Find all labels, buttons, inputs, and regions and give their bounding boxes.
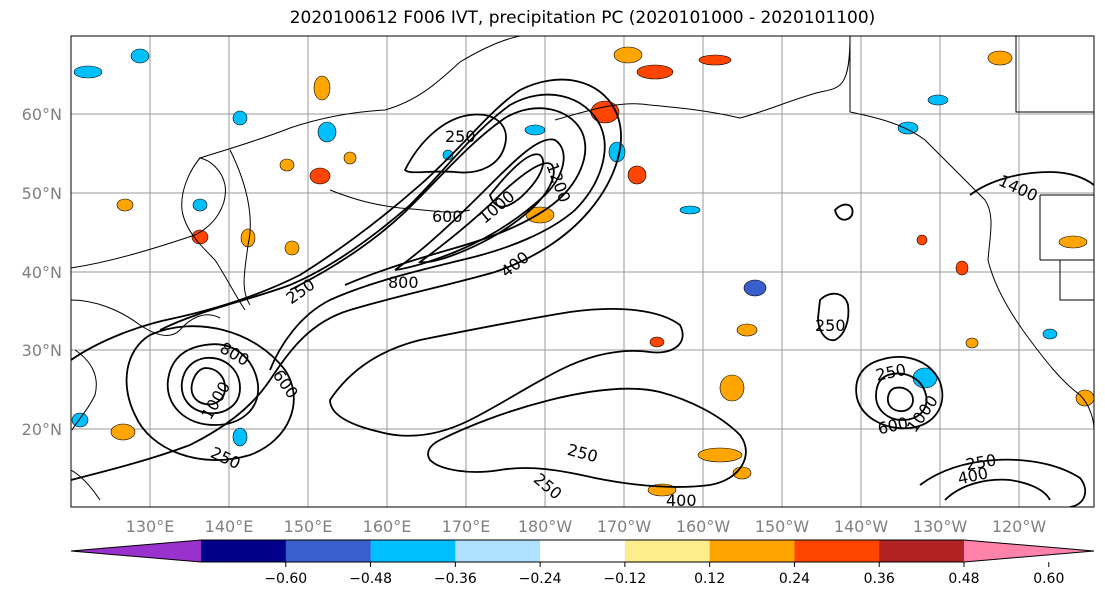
map-frame <box>70 35 1095 508</box>
longitude-label: 180°W <box>518 517 573 536</box>
longitude-label: 160°W <box>676 517 731 536</box>
longitude-label: 170°W <box>597 517 652 536</box>
figure-title: 2020100612 F006 IVT, precipitation PC (2… <box>289 8 876 28</box>
longitude-label: 130°E <box>126 517 175 536</box>
coastlines <box>71 36 1094 501</box>
colorbar-tick-label: −0.48 <box>349 571 392 587</box>
ivt-contours <box>71 78 1094 507</box>
longitude-label: 140°E <box>205 517 254 536</box>
colorbar-tick-label: −0.36 <box>434 571 477 587</box>
latitude-label: 40°N <box>22 263 62 282</box>
longitude-label: 170°E <box>442 517 491 536</box>
colorbar-tick-label: 0.60 <box>1033 571 1064 587</box>
latitude-labels: 60°N 50°N 40°N 30°N 20°N <box>22 105 62 439</box>
contour-label: 400 <box>666 491 697 510</box>
colorbar-segment <box>624 540 711 562</box>
colorbar-segment <box>201 540 287 562</box>
colorbar-segment <box>540 540 626 562</box>
longitude-label: 120°W <box>992 517 1047 536</box>
colorbar-extend-max <box>964 540 1094 562</box>
colorbar-tick-label: 0.12 <box>694 571 725 587</box>
colorbar-tick-label: −0.12 <box>603 571 646 587</box>
contour-label: 800 <box>388 273 419 292</box>
colorbar-tick-label: 0.36 <box>864 571 895 587</box>
colorbar-segment <box>455 540 541 562</box>
longitude-label: 150°W <box>755 517 810 536</box>
longitude-labels: 130°E 140°E 150°E 160°E 170°E 180°W 170°W 160°W… <box>126 517 1047 536</box>
colorbar-outline <box>70 539 1095 563</box>
longitude-label: 150°E <box>284 517 333 536</box>
colorbar-tick-label: −0.24 <box>519 571 562 587</box>
colorbar-segment <box>285 540 372 562</box>
graticule <box>71 36 1094 507</box>
colorbar-segment <box>879 540 965 562</box>
latitude-label: 20°N <box>22 420 62 439</box>
longitude-label: 160°E <box>363 517 412 536</box>
longitude-label: 130°W <box>913 517 968 536</box>
precipitation-patches <box>71 46 1094 497</box>
contour-label: 600 <box>432 207 463 226</box>
contour-label: 250 <box>445 127 476 146</box>
colorbar <box>70 539 1095 563</box>
colorbar-tick-label: 0.48 <box>948 571 979 587</box>
latitude-label: 30°N <box>22 341 62 360</box>
longitude-label: 140°W <box>834 517 889 536</box>
colorbar-extend-min <box>71 540 201 562</box>
colorbar-segment <box>794 540 880 562</box>
colorbar-segment <box>709 540 795 562</box>
colorbar-segment <box>370 540 456 562</box>
latitude-label: 60°N <box>22 105 62 124</box>
contour-label: 250 <box>815 316 846 335</box>
colorbar-ticks: −0.60 −0.48 −0.36 −0.24 −0.12 0.12 0.24 0.36 0.4… <box>264 562 1064 587</box>
colorbar-tick-label: −0.60 <box>264 571 307 587</box>
colorbar-tick-label: 0.24 <box>779 571 810 587</box>
latitude-label: 50°N <box>22 184 62 203</box>
